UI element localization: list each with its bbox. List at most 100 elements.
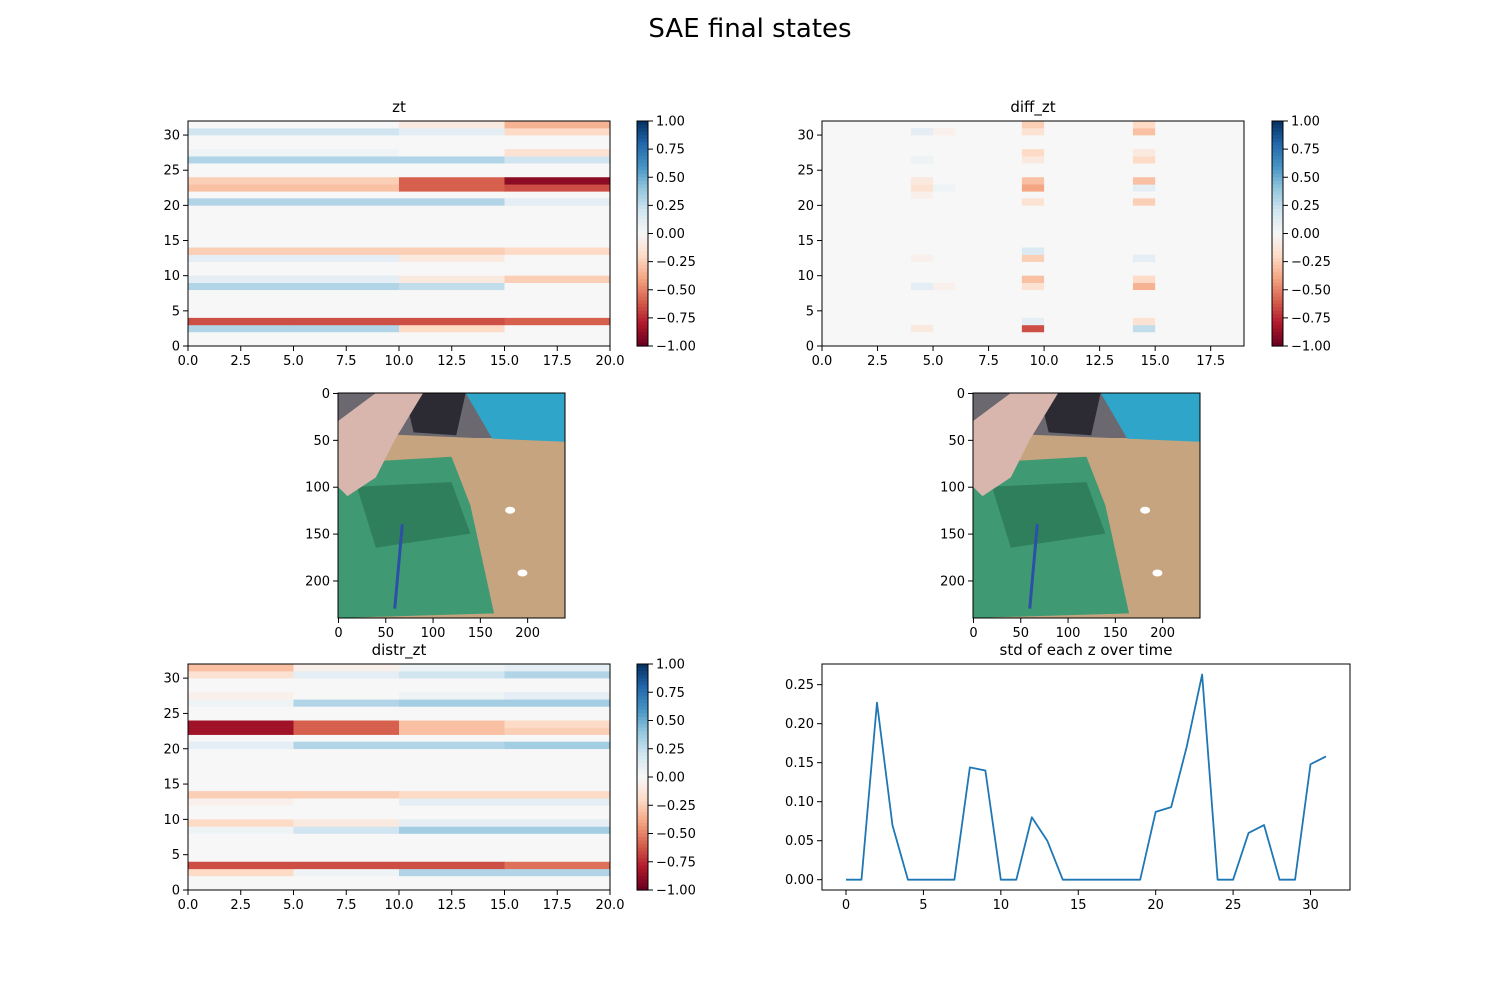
colorbar-segment [1272,152,1283,157]
colorbar-segment [1272,128,1283,133]
heatmap-cell [188,156,294,164]
colorbar-segment [1272,317,1283,322]
y-tick-label: 100 [305,481,330,496]
colorbar-segment [637,177,648,182]
heatmap-cell [188,819,294,827]
subplot-title: zt [392,98,406,116]
colorbar-segment [637,738,648,743]
colorbar-segment [637,258,648,263]
figure-title: SAE final states [648,14,852,44]
heatmap-cell [293,868,400,877]
x-tick-label: 10.0 [385,898,414,913]
colorbar-segment [637,310,648,315]
heatmap-cell [188,861,294,870]
colorbar-segment [1272,254,1283,259]
heatmap-cell [504,861,611,870]
colorbar-segment [1272,275,1283,280]
heatmap-cell [293,699,400,707]
colorbar-segment [637,865,648,870]
heatmap-cell [399,149,505,157]
colorbar-segment [1272,121,1283,126]
colorbar-segment [637,837,648,842]
colorbar-segment [637,706,648,711]
colorbar-segment [637,215,648,221]
colorbar-segment [637,695,648,700]
colorbar-segment [637,808,648,813]
colorbar-segment [637,156,648,161]
heatmap-cell [188,184,294,192]
heatmap-cell [293,121,400,129]
heatmap-cell [293,720,400,728]
y-tick-label: 20 [163,742,180,757]
heatmap-cell [504,720,611,728]
heatmap-cell [1021,282,1045,291]
colorbar-segment [1272,229,1283,235]
colorbar-tick-label: 1.00 [1291,115,1320,130]
y-tick-label: 20 [163,199,180,214]
colorbar-segment [637,163,648,168]
heatmap-cell [1021,198,1045,206]
colorbar-segment [637,858,648,863]
y-tick-label: 25 [163,707,180,722]
colorbar-tick-label: 0.25 [656,742,685,757]
x-tick-label: 15.0 [490,898,519,913]
heatmap-cell [188,275,294,284]
heatmap-cell [399,324,505,333]
colorbar-segment [637,282,648,287]
heatmap-cell [188,282,294,291]
colorbar-segment [637,685,648,690]
heatmap-cell [399,791,505,799]
x-tick-label: 0 [969,626,977,641]
colorbar-segment [637,293,648,298]
x-tick-label: 20 [1147,898,1164,913]
colorbar-segment [1272,335,1283,340]
colorbar-segment [637,812,648,817]
colorbar-tick-label: −1.00 [656,340,696,355]
colorbar-segment [637,307,648,312]
heatmap-cell [188,720,294,728]
heatmap-cell [1132,156,1156,164]
heatmap-cell [399,868,505,877]
colorbar-segment [637,720,648,725]
heatmap-cell [1132,275,1156,284]
heatmap-cell [188,692,294,700]
y-tick-label: 0.20 [785,717,814,732]
heatmap-cell [910,324,934,333]
heatmap-cell [1132,177,1156,185]
heatmap-cell [293,798,400,806]
heatmap-cell [293,671,400,679]
colorbar-tick-label: 0.50 [656,714,685,729]
x-tick-label: 0.0 [812,354,833,369]
frame-picture [973,393,1200,618]
colorbar-segment [1272,215,1283,221]
x-tick-label: 2.5 [230,898,251,913]
heatmap-cell [399,727,505,735]
heatmap-cell [1132,317,1156,326]
colorbar-segment [637,138,648,143]
colorbar-segment [637,769,648,775]
colorbar-segment [637,826,648,831]
colorbar-segment [637,286,648,291]
colorbar-segment [637,692,648,697]
heatmap-zt: 0.0 2.5 5.0 7.5 10.0 12.5 15.0 17.5 20.0 0 5 10 15 20… [163,98,695,369]
colorbar-segment [637,124,648,129]
heatmap-cell [1132,254,1156,262]
heatmap-cell [1132,282,1156,291]
colorbar-segment [637,773,648,778]
colorbar-segment [637,261,648,266]
colorbar-segment [637,240,648,245]
x-tick-label: 30 [1302,898,1319,913]
heatmap-cell [188,324,294,333]
colorbar-segment [1272,191,1283,196]
heatmap-cell [399,128,505,136]
colorbar-segment [637,233,648,238]
x-tick-label: 5 [919,898,927,913]
colorbar-segment [637,791,648,796]
y-tick-label: 0 [322,387,330,402]
colorbar-segment [637,237,648,242]
heatmap-cell [1021,247,1045,255]
colorbar-segment [637,762,648,768]
hand [338,393,424,497]
colorbar-segment [637,777,648,782]
heatmap-cell [1021,128,1045,136]
